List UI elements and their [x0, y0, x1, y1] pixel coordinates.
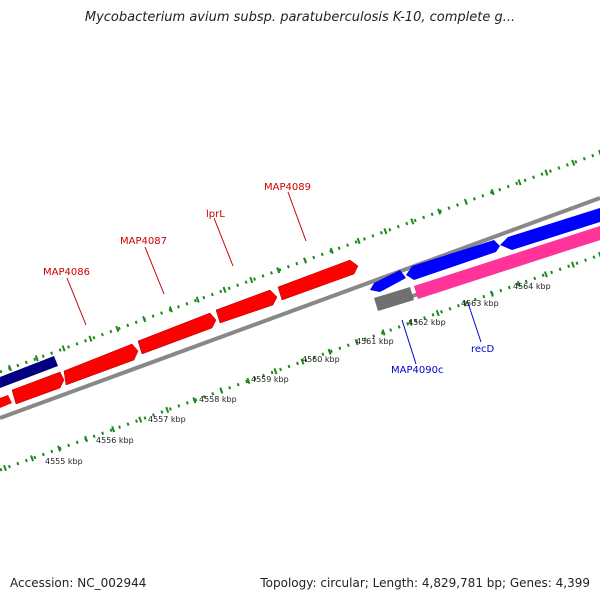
- outer-ruler: [0, 149, 600, 374]
- gene-label-map4089[interactable]: MAP4089: [264, 182, 311, 193]
- ruler-major-tick: [571, 261, 575, 268]
- gene-label-recd[interactable]: recD: [471, 344, 495, 355]
- ruler-major-tick: [222, 286, 227, 293]
- gene-block-map4087[interactable]: [137, 312, 217, 355]
- outer-ruler-dots: [0, 151, 600, 374]
- ruler-major-tick: [462, 300, 467, 307]
- gene-labels: MAP4086 MAP4087 lprL MAP4089 MAP4090c re…: [43, 182, 495, 376]
- ruler-major-tick: [410, 218, 415, 225]
- gene-label-leaders: [66, 191, 482, 365]
- ruler-major-tick: [61, 345, 66, 352]
- gene-block-map4085[interactable]: [11, 371, 65, 405]
- ruler-major-tick: [168, 306, 173, 313]
- gene-block-map4089[interactable]: [277, 259, 359, 301]
- ruler-major-tick: [30, 455, 34, 462]
- ruler-major-tick: [165, 406, 170, 414]
- ruler-major-tick: [408, 319, 413, 326]
- map-title: Mycobacterium avium subsp. paratuberculo…: [84, 10, 516, 25]
- gene-block-map4086[interactable]: [63, 343, 139, 386]
- ruler-major-tick: [57, 445, 62, 452]
- ruler-major-tick: [381, 329, 386, 336]
- ruler-major-tick: [3, 464, 7, 472]
- gene-block-recd[interactable]: [414, 226, 600, 299]
- ruler-major-tick: [300, 358, 305, 365]
- ruler-major-tick: [489, 290, 494, 297]
- ruler-major-tick: [354, 338, 359, 346]
- backbone-upper: [0, 196, 600, 420]
- gene-block-blue-2[interactable]: [406, 240, 500, 280]
- gene-block-navy[interactable]: [0, 356, 58, 388]
- ruler-major-tick: [276, 267, 281, 274]
- ruler-major-tick: [84, 435, 89, 443]
- ruler-major-tick: [142, 315, 147, 323]
- ruler-major-tick: [517, 179, 522, 186]
- ruler-major-tick: [246, 377, 251, 385]
- ruler-major-tick: [249, 276, 254, 284]
- ruler-major-tick: [195, 296, 200, 303]
- ruler-major-tick: [571, 159, 576, 166]
- ruler-major-tick: [356, 237, 361, 245]
- scale-tick-labels: 4555 kbp 4556 kbp 4557 kbp 4558 kbp 4559…: [45, 282, 551, 466]
- tick-label-4561: 4561 kbp: [356, 337, 394, 346]
- gene-block-blue-1[interactable]: [370, 270, 406, 292]
- reverse-genes: [370, 208, 600, 311]
- ruler-major-tick: [598, 149, 600, 156]
- ruler-major-tick: [437, 208, 442, 215]
- ruler-major-tick: [516, 280, 521, 288]
- outer-major-ticks: [8, 149, 600, 372]
- forward-genes: [0, 259, 359, 408]
- ruler-major-tick: [111, 426, 116, 433]
- gene-block-lprl[interactable]: [215, 289, 278, 324]
- accession-text: Accession: NC_002944: [10, 576, 147, 590]
- gene-label-lprl[interactable]: lprL: [206, 209, 225, 220]
- ruler-major-tick: [34, 355, 39, 362]
- ruler-major-tick: [598, 251, 600, 258]
- ruler-major-tick: [192, 397, 197, 404]
- ruler-major-tick: [490, 188, 495, 196]
- ruler-major-tick: [463, 198, 468, 206]
- ruler-major-tick: [138, 416, 143, 423]
- ruler-major-tick: [543, 271, 548, 278]
- tick-label-4556: 4556 kbp: [96, 436, 134, 445]
- inner-ruler: [0, 251, 600, 472]
- gene-block-gray[interactable]: [374, 287, 414, 311]
- ruler-major-tick: [329, 247, 334, 254]
- tick-label-4555: 4555 kbp: [45, 457, 83, 466]
- ruler-major-tick: [327, 348, 332, 355]
- tick-label-4562: 4562 kbp: [408, 318, 446, 327]
- tick-label-4564: 4564 kbp: [513, 282, 551, 291]
- tick-label-4558: 4558 kbp: [199, 395, 237, 404]
- ruler-major-tick: [115, 325, 120, 333]
- inner-ruler-dots: [0, 253, 600, 472]
- ruler-major-tick: [88, 335, 93, 342]
- ruler-major-tick: [544, 169, 549, 176]
- gene-block-map4084-partial[interactable]: [0, 395, 12, 408]
- ruler-major-tick: [219, 387, 224, 394]
- gene-label-map4087[interactable]: MAP4087: [120, 236, 167, 247]
- ruler-major-tick: [435, 309, 440, 317]
- gene-label-map4086[interactable]: MAP4086: [43, 267, 90, 278]
- inner-major-ticks: [3, 251, 600, 472]
- ruler-major-tick: [303, 257, 307, 264]
- tick-label-4557: 4557 kbp: [148, 415, 186, 424]
- tick-label-4560: 4560 kbp: [302, 355, 340, 364]
- gene-block-blue-3[interactable]: [500, 208, 600, 250]
- ruler-major-tick: [8, 364, 12, 372]
- gene-label-map4090c[interactable]: MAP4090c: [391, 365, 443, 376]
- ruler-major-tick: [383, 228, 388, 235]
- tick-label-4563: 4563 kbp: [461, 299, 499, 308]
- tick-label-4559: 4559 kbp: [251, 375, 289, 384]
- ruler-major-tick: [273, 368, 278, 375]
- genome-summary-text: Topology: circular; Length: 4,829,781 bp…: [260, 576, 590, 590]
